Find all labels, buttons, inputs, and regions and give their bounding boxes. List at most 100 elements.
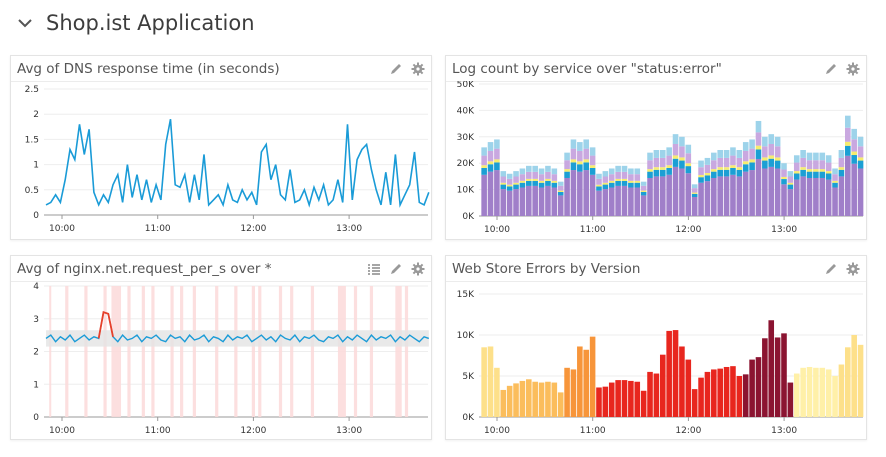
anomaly-window — [404, 286, 409, 417]
stacked-bar-segment — [704, 164, 711, 174]
stacked-bar-segment — [755, 120, 762, 133]
stacked-bar-segment — [545, 178, 551, 181]
stacked-bar-segment — [640, 185, 647, 191]
y-tick-label: 0 — [33, 211, 39, 221]
x-tick-label: 12:00 — [675, 225, 701, 235]
version-bar — [513, 383, 519, 417]
stacked-bar-segment — [793, 173, 800, 180]
stacked-bar-segment — [532, 171, 538, 179]
y-tick-label: 40K — [457, 106, 475, 116]
stacked-bar-segment — [717, 157, 723, 168]
x-tick-label: 12:00 — [675, 426, 701, 436]
stacked-bar-segment — [717, 169, 723, 177]
stacked-bar-segment — [589, 174, 596, 216]
stacked-bar-segment — [806, 169, 813, 172]
y-tick-label: 10K — [457, 186, 475, 196]
stacked-bar-segment — [672, 143, 679, 156]
pencil-icon[interactable] — [824, 262, 838, 276]
stacked-bar-segment — [691, 188, 698, 193]
stacked-bar-segment — [711, 152, 717, 161]
stacked-bar-segment — [506, 186, 513, 191]
stacked-bar-segment — [596, 184, 602, 187]
stacked-bar-segment — [666, 174, 672, 216]
stacked-bar-segment — [749, 148, 755, 160]
stacked-bar-segment — [832, 174, 838, 181]
version-bar — [634, 381, 641, 417]
version-bar — [538, 382, 545, 417]
stacked-bar-segment — [825, 173, 832, 180]
widget-title: Avg of DNS response time (in seconds) — [17, 60, 280, 77]
stacked-bar-segment — [698, 174, 704, 178]
stacked-bar-segment — [742, 142, 749, 151]
version-bar — [749, 359, 755, 417]
version-bar — [781, 333, 787, 417]
stacked-bar-segment — [564, 160, 570, 170]
stacked-bar-segment — [526, 171, 532, 179]
stacked-bar-segment — [506, 178, 513, 185]
pencil-icon[interactable] — [389, 62, 403, 76]
version-bar — [711, 369, 717, 417]
stacked-bar-segment — [647, 177, 653, 216]
stacked-bar-segment — [774, 136, 781, 147]
stacked-bar-segment — [704, 181, 711, 216]
stacked-bar-segment — [711, 171, 717, 178]
stacked-bar-segment — [825, 171, 832, 174]
stacked-bar-segment — [730, 174, 736, 216]
stacked-bar-segment — [500, 176, 507, 183]
stacked-bar-segment — [564, 169, 570, 172]
stacked-bar-segment — [538, 187, 545, 216]
version-bar — [845, 347, 851, 417]
stacked-bar-segment — [570, 162, 577, 171]
stacked-bar-segment — [838, 176, 845, 216]
stacked-bar-segment — [628, 187, 634, 216]
version-bar — [736, 376, 743, 417]
stacked-bar-segment — [857, 136, 864, 147]
stacked-bar-segment — [628, 174, 634, 181]
version-bar — [487, 346, 494, 417]
anomaly-window — [192, 286, 196, 417]
expected-range-band — [46, 330, 429, 347]
version-bar — [526, 379, 532, 417]
gear-icon[interactable] — [846, 62, 860, 76]
chevron-down-icon[interactable] — [14, 12, 36, 34]
stacked-bar-segment — [736, 169, 743, 177]
pencil-icon[interactable] — [824, 62, 838, 76]
stacked-bar-segment — [730, 165, 736, 168]
version-bar — [596, 387, 602, 417]
gear-icon[interactable] — [846, 262, 860, 276]
stacked-bar-segment — [557, 190, 564, 192]
stacked-bar-segment — [481, 147, 487, 156]
stacked-bar-segment — [589, 147, 596, 156]
stacked-bar-segment — [838, 157, 845, 168]
pencil-icon[interactable] — [389, 262, 403, 276]
stacked-bar-segment — [787, 182, 794, 185]
gear-icon[interactable] — [411, 262, 425, 276]
version-bar — [494, 367, 500, 417]
version-bar — [640, 390, 647, 417]
version-bar — [800, 367, 806, 417]
stacked-bar-segment — [813, 169, 819, 172]
gear-icon[interactable] — [411, 62, 425, 76]
stacked-bar-segment — [851, 151, 857, 156]
stacked-bar-segment — [608, 174, 615, 181]
stacked-bar-segment — [768, 134, 775, 144]
stacked-bar-segment — [494, 148, 500, 160]
stacked-bar-segment — [793, 171, 800, 174]
stacked-bar-segment — [666, 167, 672, 175]
stacked-bar-segment — [800, 150, 806, 158]
stacked-bar-segment — [806, 171, 813, 178]
stacked-bar-segment — [755, 132, 762, 146]
list-icon[interactable] — [367, 262, 381, 276]
stacked-bar-segment — [691, 184, 698, 189]
x-tick-label: 12:00 — [240, 426, 266, 436]
stacked-bar-segment — [838, 150, 845, 158]
stacked-bar-segment — [487, 142, 494, 151]
stacked-bar-segment — [577, 142, 583, 151]
version-bar — [564, 367, 570, 417]
stacked-bar-segment — [685, 144, 692, 154]
y-tick-label: 2 — [33, 110, 39, 120]
stacked-bar-segment — [768, 155, 775, 159]
stacked-bar-segment — [615, 185, 621, 216]
stacked-bar-segment — [787, 184, 794, 190]
stacked-bar-segment — [602, 171, 609, 177]
